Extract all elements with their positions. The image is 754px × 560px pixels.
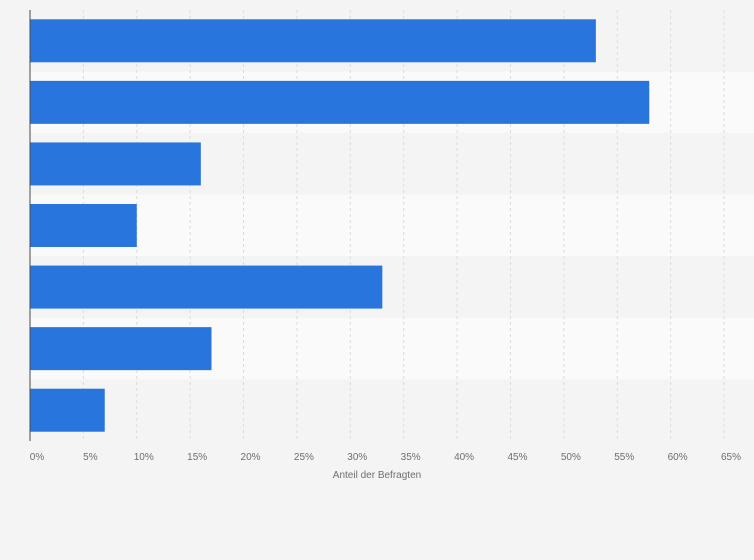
bar[interactable] bbox=[30, 80, 650, 124]
bar[interactable] bbox=[30, 265, 383, 309]
x-tick-label: 10% bbox=[134, 452, 154, 463]
row-band bbox=[30, 194, 754, 257]
bar[interactable] bbox=[30, 19, 596, 63]
x-tick-label: 55% bbox=[614, 452, 634, 463]
row-band bbox=[30, 379, 754, 441]
x-tick-label: 25% bbox=[294, 452, 314, 463]
x-tick-label: 0% bbox=[30, 452, 45, 463]
x-tick-label: 45% bbox=[507, 452, 527, 463]
bar[interactable] bbox=[30, 327, 212, 371]
bar[interactable] bbox=[30, 142, 201, 186]
x-tick-label: 65% bbox=[721, 452, 741, 463]
x-tick-label: 35% bbox=[401, 452, 421, 463]
x-tick-label: 20% bbox=[241, 452, 261, 463]
x-tick-label: 15% bbox=[187, 452, 207, 463]
x-tick-label: 40% bbox=[454, 452, 474, 463]
bar[interactable] bbox=[30, 204, 137, 247]
bar[interactable] bbox=[30, 388, 105, 432]
x-axis-title: Anteil der Befragten bbox=[333, 470, 421, 481]
x-tick-label: 30% bbox=[347, 452, 367, 463]
x-tick-label: 50% bbox=[561, 452, 581, 463]
x-tick-label: 60% bbox=[668, 452, 688, 463]
x-tick-label: 5% bbox=[83, 452, 98, 463]
row-bands bbox=[30, 10, 754, 441]
x-tick-labels: 0% 5% 10% 15% 20% 25% 30% 35% 40% 45% 50% 55% 60% 65% bbox=[30, 452, 741, 463]
bars bbox=[30, 19, 650, 432]
